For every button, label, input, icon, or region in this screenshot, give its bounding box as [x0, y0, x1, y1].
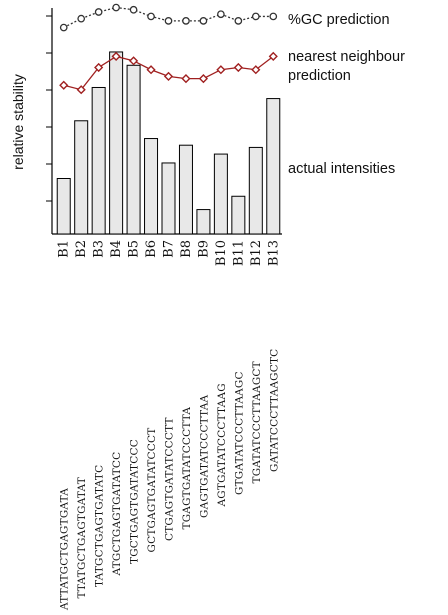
bar-b4 — [109, 51, 124, 235]
nn-point-b8 — [181, 74, 191, 84]
gc-series — [59, 3, 278, 32]
bar-b12 — [248, 146, 263, 235]
x-tick-label-b2: B2 — [74, 240, 89, 258]
x-tick-labels: B1 B2 B3 B4 B5 B6 B7 B8 B9 B10 B11 B12 B13 — [57, 240, 282, 266]
sequence-label-b10: AGTGATATCCCTTAAG — [216, 383, 228, 507]
gc-point-b7 — [164, 17, 173, 25]
gc-point-b3 — [94, 8, 103, 16]
y-axis-label: relative stability — [10, 74, 26, 170]
x-tick-label-b10: B10 — [214, 240, 229, 266]
bar-b3 — [91, 86, 106, 235]
gc-point-b2 — [77, 14, 86, 23]
legend-actual-label: actual intensities — [288, 161, 395, 177]
x-tick-label-b11: B11 — [231, 240, 246, 266]
bar-b11 — [231, 195, 246, 235]
sequence-label-b2: TTATGCTGAGTGATAT — [76, 477, 88, 598]
sequence-label-b11: GTGATATCCCTTAAGC — [233, 371, 245, 495]
gc-point-b4 — [112, 3, 120, 12]
gc-point-b9 — [199, 17, 208, 25]
nn-point-b5 — [128, 56, 139, 66]
nn-point-b3 — [94, 62, 104, 73]
bar-b8 — [178, 144, 193, 235]
gc-point-b8 — [182, 17, 190, 25]
nn-point-b6 — [146, 65, 156, 75]
sequence-label-b13: GATATCCCTTAAGCTC — [268, 349, 280, 472]
sequence-label-b3: TATGCTGAGTGATATC — [94, 465, 106, 587]
nn-point-b12 — [251, 65, 261, 75]
nn-point-b4 — [111, 51, 121, 61]
bar-b7 — [161, 162, 176, 235]
legend-nn-label-line1: nearest neighbour — [288, 49, 405, 65]
sequence-label-b9: GAGTGATATCCCTTAA — [198, 394, 210, 518]
gc-point-b12 — [251, 12, 260, 21]
bar-b5 — [126, 64, 141, 235]
sequence-label-b4: ATGCTGAGTGATATCC — [111, 452, 123, 577]
nn-point-b9 — [198, 74, 209, 84]
bar-b1 — [56, 178, 71, 235]
gc-point-b5 — [129, 5, 138, 14]
bar-group — [56, 51, 281, 235]
nn-point-b11 — [233, 62, 243, 73]
gc-point-b6 — [147, 12, 155, 21]
sequence-label-b5: TGCTGAGTGATATCCC — [129, 439, 141, 564]
x-tick-label-b3: B3 — [92, 240, 107, 258]
nearest-neighbour-series — [59, 51, 278, 95]
x-tick-label-b5: B5 — [127, 240, 142, 258]
sequence-label-b8: TGAGTGATATCCCTTA — [181, 407, 193, 530]
x-tick-label-b6: B6 — [144, 240, 159, 258]
sequence-labels: ATTATGCTGAGTGATA TTATGCTGAGTGATAT TATGCTGA… — [59, 349, 281, 611]
x-tick-label-b8: B8 — [179, 240, 194, 258]
gc-point-b13 — [269, 12, 278, 21]
bar-b2 — [74, 120, 89, 235]
nn-point-b2 — [76, 85, 86, 95]
x-tick-label-b9: B9 — [196, 240, 211, 258]
gc-point-b1 — [59, 23, 68, 32]
sequence-label-b7: CTGAGTGATATCCCTT — [164, 417, 176, 541]
nn-point-b7 — [163, 71, 174, 81]
gc-point-b11 — [234, 17, 243, 25]
bar-b10 — [213, 153, 228, 235]
x-tick-label-b12: B12 — [249, 240, 264, 266]
x-tick-label-b4: B4 — [109, 240, 124, 258]
nn-point-b13 — [268, 51, 278, 61]
x-tick-label-b13: B13 — [266, 240, 281, 266]
sequence-label-b6: GCTGAGTGATATCCCT — [146, 428, 158, 553]
legend-gc-label: %GC prediction — [288, 12, 390, 28]
bar-b9 — [196, 209, 211, 235]
x-tick-label-b7: B7 — [162, 240, 177, 258]
bar-b6 — [144, 138, 159, 235]
sequence-label-b12: TGATATCCCTTAAGCT — [251, 361, 263, 483]
legend-nn-label-line2: prediction — [288, 68, 351, 84]
x-tick-label-b1: B1 — [57, 240, 72, 258]
nn-point-b10 — [216, 65, 226, 75]
sequence-label-b1: ATTATGCTGAGTGATA — [59, 488, 71, 611]
nn-point-b1 — [59, 80, 69, 90]
gc-point-b10 — [217, 10, 225, 19]
bar-b13 — [266, 98, 281, 235]
y-ticks — [46, 15, 52, 202]
